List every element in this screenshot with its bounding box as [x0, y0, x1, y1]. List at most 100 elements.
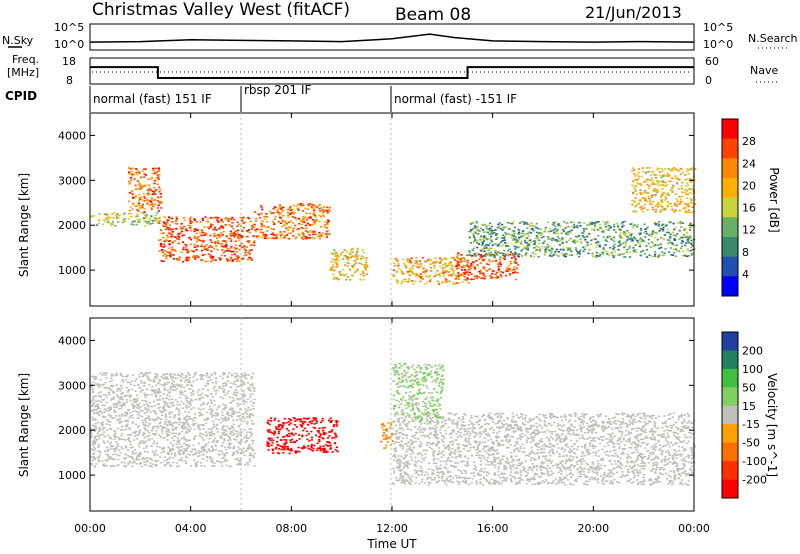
- heatmap-cell: [425, 269, 428, 271]
- heatmap-cell: [423, 270, 426, 272]
- heatmap-cell: [445, 279, 448, 281]
- heatmap-cell: [225, 452, 228, 454]
- heatmap-cell: [132, 458, 135, 461]
- heatmap-cell: [387, 422, 390, 424]
- heatmap-cell: [215, 380, 218, 383]
- heatmap-cell: [183, 225, 186, 228]
- heatmap-cell: [91, 391, 94, 394]
- heatmap-cell: [669, 233, 672, 235]
- heatmap-cell: [93, 465, 96, 467]
- heatmap-cell: [193, 448, 196, 450]
- heatmap-cell: [310, 204, 314, 206]
- heatmap-cell: [248, 437, 251, 439]
- heatmap-cell: [125, 401, 128, 404]
- heatmap-cell: [106, 429, 109, 431]
- heatmap-cell: [650, 445, 653, 448]
- heatmap-cell: [333, 424, 336, 426]
- heatmap-cell: [586, 235, 589, 238]
- heatmap-cell: [593, 224, 596, 227]
- heatmap-cell: [222, 403, 225, 406]
- heatmap-cell: [478, 270, 481, 273]
- heatmap-cell: [248, 389, 251, 391]
- heatmap-cell: [184, 397, 187, 400]
- heatmap-cell: [123, 465, 126, 467]
- heatmap-cell: [113, 409, 116, 412]
- heatmap-cell: [206, 260, 209, 263]
- heatmap-cell: [221, 226, 225, 228]
- heatmap-cell: [686, 178, 689, 180]
- heatmap-cell: [487, 254, 490, 257]
- heatmap-cell: [479, 272, 482, 275]
- heatmap-cell: [485, 253, 488, 255]
- heatmap-cell: [321, 419, 324, 422]
- heatmap-cell: [383, 424, 386, 427]
- heatmap-cell: [168, 461, 171, 464]
- heatmap-cell: [223, 389, 226, 391]
- heatmap-cell: [411, 267, 414, 270]
- heatmap-cell: [385, 430, 389, 432]
- heatmap-cell: [214, 444, 217, 447]
- heatmap-cell: [159, 379, 162, 381]
- heatmap-cell: [625, 251, 628, 253]
- heatmap-cell: [672, 231, 675, 234]
- heatmap-cell: [196, 240, 199, 243]
- heatmap-cell: [329, 421, 332, 423]
- heatmap-cell: [242, 222, 245, 224]
- heatmap-cell: [209, 435, 212, 437]
- heatmap-cell: [322, 445, 325, 447]
- heatmap-cell: [165, 459, 169, 461]
- heatmap-cell: [478, 243, 481, 245]
- heatmap-cell: [512, 254, 515, 256]
- heatmap-cell: [235, 436, 238, 438]
- heatmap-cell: [135, 378, 138, 380]
- heatmap-cell: [215, 424, 218, 427]
- heatmap-cell: [364, 269, 367, 271]
- heatmap-cell: [401, 271, 404, 273]
- heatmap-cell: [680, 187, 683, 190]
- heatmap-cell: [233, 234, 236, 237]
- heatmap-cell: [283, 442, 286, 445]
- heatmap-cell: [127, 171, 131, 173]
- heatmap-cell: [478, 230, 481, 232]
- heatmap-cell: [178, 403, 182, 406]
- heatmap-cell: [319, 237, 322, 240]
- heatmap-cell: [509, 233, 512, 236]
- heatmap-cell: [285, 428, 288, 430]
- heatmap-cell: [663, 238, 666, 240]
- heatmap-cell: [90, 401, 93, 403]
- heatmap-cell: [413, 273, 417, 276]
- heatmap-cell: [107, 454, 110, 456]
- heatmap-cell: [174, 374, 177, 376]
- heatmap-cell: [252, 401, 255, 404]
- heatmap-cell: [175, 408, 178, 410]
- heatmap-cell: [229, 217, 232, 220]
- heatmap-cell: [124, 375, 127, 378]
- noise-panel-frame: [89, 23, 695, 51]
- heatmap-cell: [200, 397, 203, 399]
- heatmap-cell: [457, 267, 460, 269]
- heatmap-cell: [111, 453, 115, 456]
- heatmap-cell: [173, 377, 176, 379]
- heatmap-cell: [429, 263, 432, 266]
- heatmap-cell: [130, 179, 133, 181]
- heatmap-cell: [481, 248, 484, 250]
- heatmap-cell: [193, 230, 196, 233]
- heatmap-cell: [139, 207, 142, 209]
- heatmap-cell: [485, 225, 488, 228]
- heatmap-cell: [126, 455, 130, 457]
- heatmap-cell: [472, 240, 476, 243]
- heatmap-cell: [126, 394, 129, 397]
- heatmap-cell: [300, 223, 303, 226]
- heatmap-cell: [297, 203, 300, 206]
- heatmap-cell: [544, 246, 547, 248]
- heatmap-cell: [169, 373, 172, 375]
- heatmap-cell: [322, 210, 325, 213]
- heatmap-cell: [471, 249, 474, 252]
- heatmap-cell: [682, 207, 685, 210]
- heatmap-cell: [389, 436, 392, 438]
- heatmap-cell: [218, 405, 221, 407]
- heatmap-cell: [554, 228, 557, 230]
- heatmap-cell: [449, 261, 452, 264]
- heatmap-cell: [322, 451, 325, 454]
- heatmap-cell: [329, 268, 332, 271]
